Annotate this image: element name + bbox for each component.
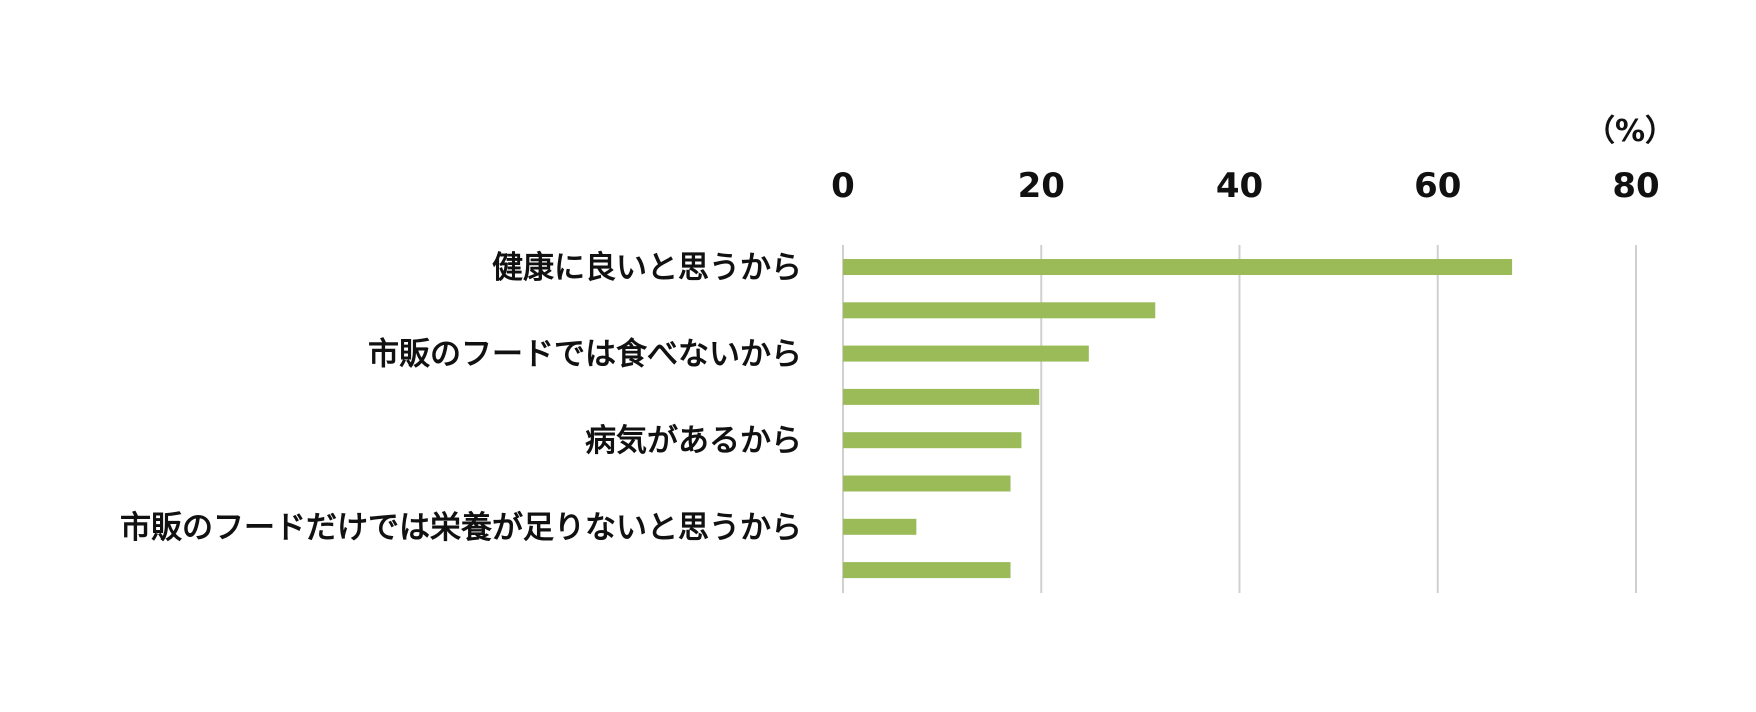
- category-labels: 健康に良いと思うから市販のフードでは食べないから病気があるから市販のフードだけで…: [120, 250, 802, 546]
- category-label: 市販のフードでは食べないから: [368, 337, 802, 373]
- bar: [843, 345, 1089, 362]
- x-tick-label: 40: [1216, 166, 1263, 206]
- bar: [843, 388, 1040, 405]
- bar: [843, 302, 1156, 319]
- bar: [843, 562, 1011, 579]
- unit-label: （%）: [1585, 114, 1675, 149]
- x-tick-label: 20: [1018, 166, 1065, 206]
- x-axis-ticks: 0 20 40 60 80: [831, 166, 1660, 206]
- bar: [843, 259, 1513, 275]
- gridlines: [842, 245, 1637, 593]
- x-tick-label: 60: [1414, 166, 1461, 206]
- bar: [843, 475, 1011, 492]
- category-label: 病気があるから: [585, 423, 802, 459]
- category-label: 健康に良いと思うから: [492, 250, 802, 286]
- bar: [843, 432, 1022, 449]
- x-tick-label: 80: [1612, 166, 1659, 206]
- bar: [843, 518, 917, 535]
- bars: [843, 259, 1513, 579]
- x-tick-label: 0: [831, 166, 855, 206]
- category-label: 市販のフードだけでは栄養が足りないと思うから: [120, 510, 802, 546]
